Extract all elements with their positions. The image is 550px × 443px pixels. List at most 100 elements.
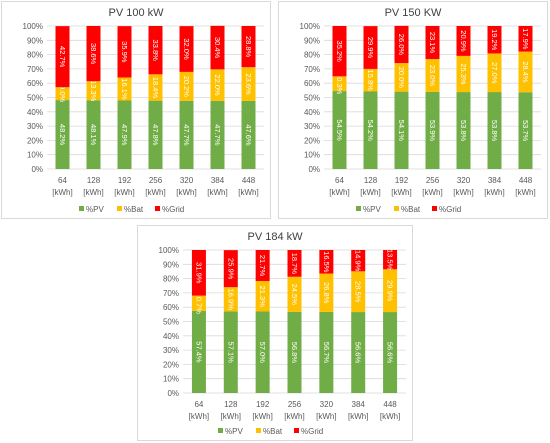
- data-label: 16.5%: [322, 251, 331, 273]
- x-tick-label: 192: [256, 400, 270, 409]
- legend-label: %Grid: [162, 205, 184, 214]
- data-label: 20.9%: [459, 30, 468, 52]
- x-tick-label: 64: [58, 176, 67, 185]
- data-label: 48.1%: [89, 124, 98, 146]
- bar-segment: [179, 71, 194, 101]
- y-tick-label: 80%: [27, 51, 43, 60]
- data-label: 47.9%: [120, 124, 129, 146]
- bar-segment: [319, 311, 334, 393]
- x-tick-label: 192: [118, 176, 132, 185]
- data-label: 28.8%: [244, 36, 253, 58]
- y-tick-label: 10%: [27, 151, 43, 160]
- bar-segment: [117, 26, 132, 78]
- bar-segment: [148, 26, 163, 75]
- y-tick-label: 0%: [308, 165, 320, 174]
- data-label: 29.9%: [386, 280, 395, 302]
- data-label: 20.2%: [182, 76, 191, 98]
- data-label: 23.1%: [428, 32, 437, 54]
- x-tick-unit-label: [kWh]: [391, 188, 411, 197]
- y-tick-label: 10%: [304, 151, 320, 160]
- data-label: 19.2%: [490, 29, 499, 51]
- bar-segment: [487, 53, 502, 93]
- legend-swatch: [117, 206, 122, 211]
- x-tick-unit-label: [kWh]: [453, 188, 473, 197]
- data-label: 54.5%: [335, 119, 344, 141]
- y-tick-label: 30%: [27, 122, 43, 131]
- bar-segment: [117, 100, 132, 169]
- y-tick-label: 50%: [163, 318, 179, 327]
- y-tick-label: 20%: [304, 136, 320, 145]
- x-tick-unit-label: [kWh]: [145, 188, 165, 197]
- bar-segment: [255, 281, 270, 312]
- y-tick-label: 40%: [27, 108, 43, 117]
- legend-swatch: [356, 206, 361, 211]
- y-tick-label: 70%: [304, 65, 320, 74]
- stacked-bar-chart: PV 150 KW 0% 10% 20% 30% 40% 50% 60% 70% 80% 90% 10…: [300, 7, 541, 214]
- data-label: 18.4%: [151, 77, 160, 99]
- x-tick-label: 128: [87, 176, 101, 185]
- bar-segment: [351, 312, 366, 393]
- bar-segment: [86, 81, 101, 101]
- legend-label: %PV: [363, 205, 381, 214]
- bar-segment: [383, 269, 398, 313]
- bar-segment: [86, 100, 101, 169]
- x-tick-unit-label: [kWh]: [238, 188, 258, 197]
- x-tick-unit-label: [kWh]: [176, 188, 196, 197]
- bar-segment: [255, 311, 270, 393]
- y-tick-label: 0%: [167, 389, 179, 398]
- data-label: 53.9%: [428, 120, 437, 142]
- x-tick-label: 64: [194, 400, 203, 409]
- bar-segment: [425, 91, 440, 169]
- legend-label: %PV: [86, 205, 104, 214]
- data-label: 30.4%: [213, 37, 222, 59]
- y-tick-label: 10%: [163, 375, 179, 384]
- data-label: 18.7%: [290, 253, 299, 275]
- y-tick-label: 90%: [304, 36, 320, 45]
- bar-segment: [191, 250, 206, 296]
- data-label: 25.3%: [459, 63, 468, 85]
- x-tick-label: 448: [519, 176, 533, 185]
- x-tick-label: 448: [242, 176, 256, 185]
- data-label: 56.7%: [322, 342, 331, 364]
- y-tick-label: 70%: [163, 289, 179, 298]
- legend-swatch: [432, 206, 437, 211]
- bar-segment: [255, 250, 270, 282]
- y-tick-label: 90%: [163, 260, 179, 269]
- legend-label: %Bat: [401, 205, 421, 214]
- data-label: 53.8%: [459, 120, 468, 142]
- x-tick-label: 256: [426, 176, 440, 185]
- x-tick-unit-label: [kWh]: [360, 188, 380, 197]
- chart-title: PV 100 kW: [108, 7, 164, 19]
- y-tick-label: 70%: [27, 65, 43, 74]
- bar-segment: [287, 311, 302, 393]
- bar-segment: [287, 250, 302, 277]
- x-tick-unit-label: [kWh]: [484, 188, 504, 197]
- data-label: 35.9%: [120, 41, 129, 63]
- x-tick-label: 384: [352, 400, 366, 409]
- data-label: 26.8%: [322, 282, 331, 304]
- data-label: 21.3%: [258, 286, 267, 308]
- data-label: 53.8%: [490, 120, 499, 142]
- data-label: 56.8%: [290, 342, 299, 364]
- data-label: 47.7%: [182, 124, 191, 146]
- x-tick-label: 320: [180, 176, 194, 185]
- y-tick-label: 80%: [304, 51, 320, 60]
- data-label: 21.7%: [258, 255, 267, 277]
- bar-segment: [456, 26, 471, 56]
- legend-label: %Bat: [124, 205, 144, 214]
- y-tick-label: 100%: [159, 246, 179, 255]
- stacked-bar-chart: PV 184 kW 0% 10% 20% 30% 40% 50% 60% 70% 80% 90% 10…: [159, 231, 406, 436]
- x-tick-unit-label: [kWh]: [52, 188, 72, 197]
- x-tick-unit-label: [kWh]: [207, 188, 227, 197]
- legend-label: %Bat: [263, 427, 283, 436]
- data-label: 16.9%: [226, 289, 235, 311]
- data-label: 10.7%: [194, 293, 203, 315]
- chart-title: PV 150 KW: [385, 7, 442, 19]
- data-label: 47.7%: [213, 124, 222, 146]
- data-label: 9.0%: [58, 85, 67, 102]
- y-tick-label: 20%: [163, 360, 179, 369]
- x-tick-unit-label: [kWh]: [221, 412, 241, 421]
- bar-segment: [394, 25, 409, 64]
- y-tick-label: 60%: [304, 79, 320, 88]
- legend-swatch: [394, 206, 399, 211]
